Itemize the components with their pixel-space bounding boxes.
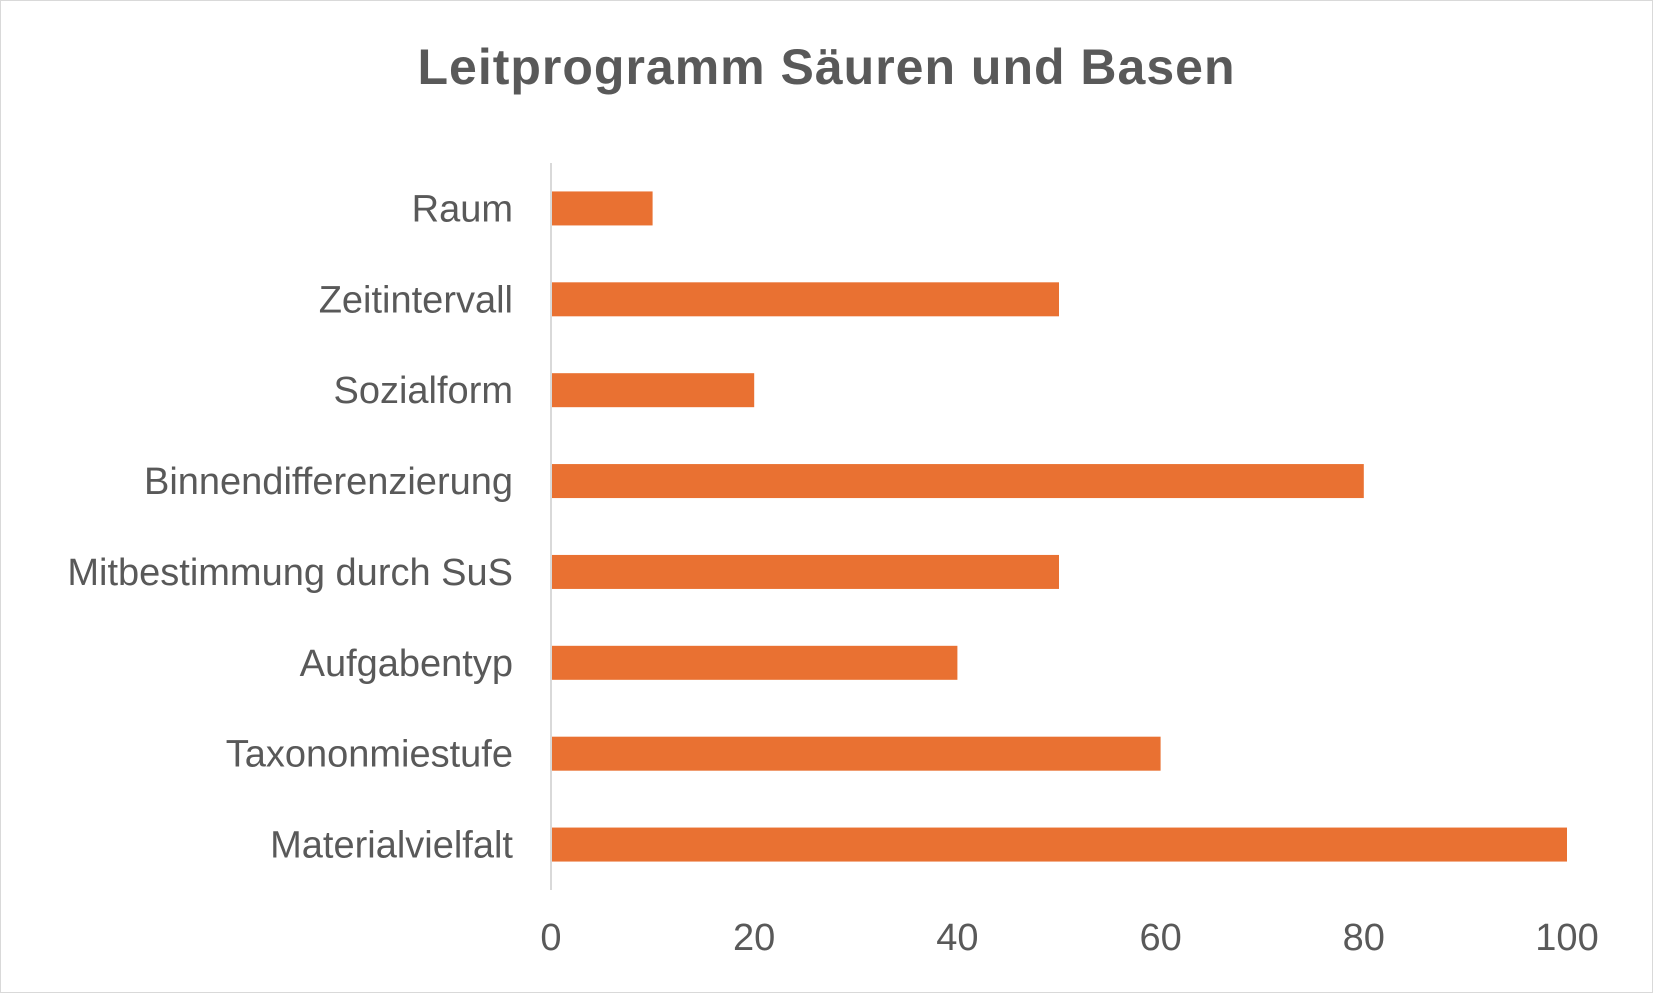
x-tick-label: 20 [733,917,775,959]
x-axis-ticks: 0 20 40 60 80 100 [540,917,1598,959]
category-label: Binnendifferenzierung [144,461,513,503]
bar-raum [551,191,653,226]
x-tick-label: 60 [1139,917,1181,959]
category-label: Raum [412,188,513,230]
category-label: Aufgabentyp [300,643,513,685]
bars-layer [551,191,1567,862]
category-label: Mitbestimmung durch SuS [67,552,513,594]
x-tick-label: 0 [540,917,561,959]
category-label: Materialvielfalt [270,825,513,867]
bar-sozialform [551,373,755,408]
category-label: Zeitintervall [319,279,513,321]
bar-zeitintervall [551,282,1059,317]
category-label: Taxononmiestufe [226,734,513,776]
bar-mitbestimmung-durch-sus [551,554,1059,589]
bar-binnendifferenzierung [551,464,1364,499]
chart-title: Leitprogramm Säuren und Basen [417,39,1236,95]
bar-materialvielfalt [551,827,1567,862]
x-tick-label: 100 [1535,917,1598,959]
category-labels: Raum Zeitintervall Sozialform Binnendiffere… [67,188,513,866]
category-label: Sozialform [334,370,514,412]
x-tick-label: 80 [1343,917,1385,959]
bar-taxononmiestufe [551,736,1161,771]
bar-aufgabentyp [551,645,958,680]
x-tick-label: 40 [936,917,978,959]
